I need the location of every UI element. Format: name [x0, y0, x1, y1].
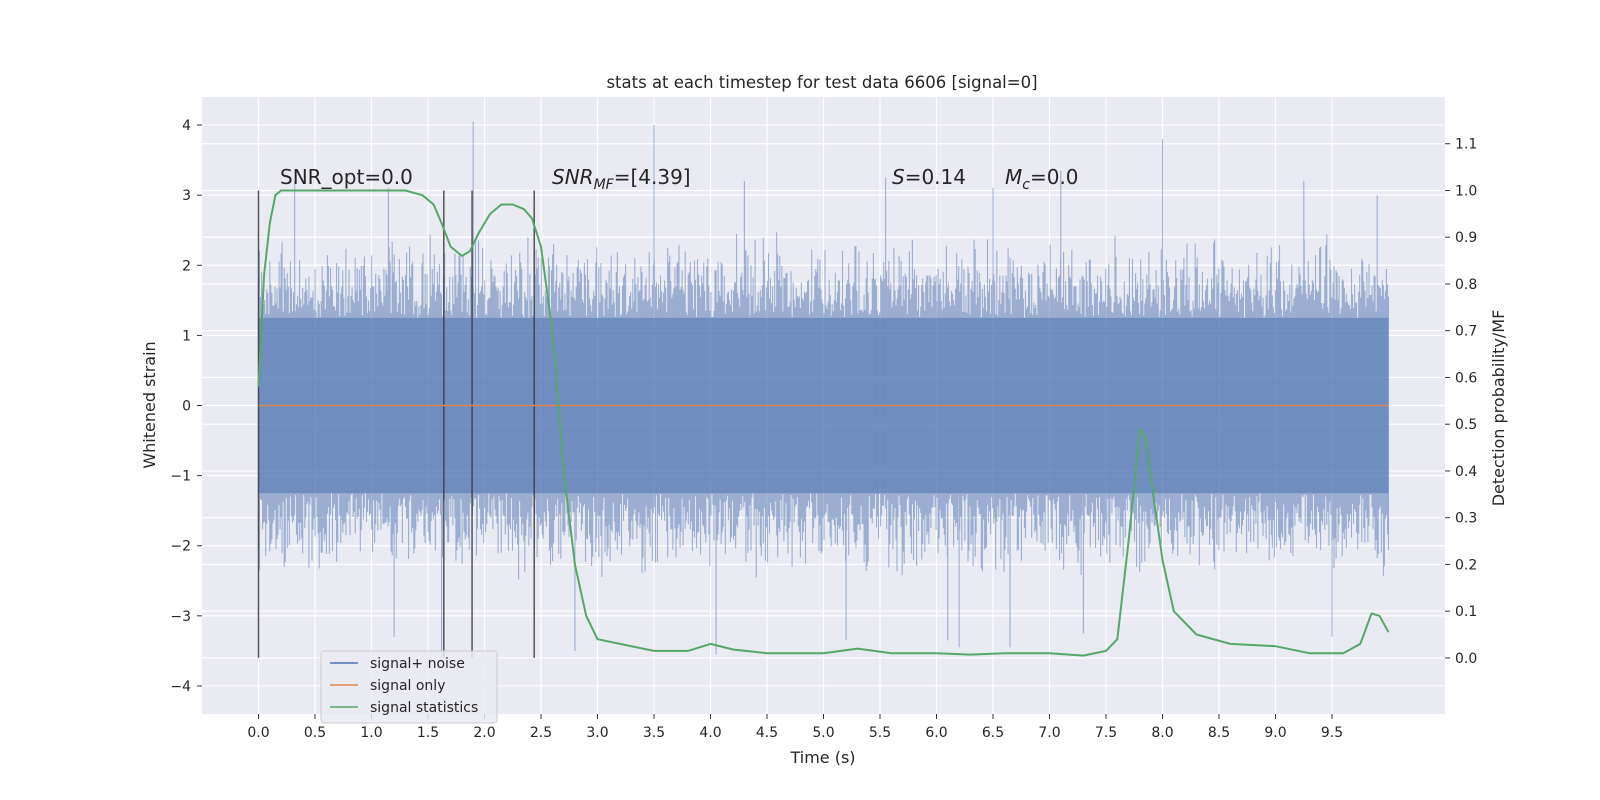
- y2-tick-label: 0.1: [1455, 604, 1477, 620]
- annotation-snr-mf-main: SNR: [552, 165, 594, 189]
- x-tick-label: 8.0: [1151, 725, 1173, 741]
- y2-tick-label: 0.9: [1455, 230, 1477, 246]
- annotation-snr-mf-sub: MF: [594, 177, 615, 193]
- annotation-mc-var: M: [1005, 165, 1022, 189]
- x-tick-label: 1.0: [360, 725, 382, 741]
- x-tick-label: 3.5: [643, 725, 665, 741]
- y2-tick-label: 0.0: [1455, 651, 1477, 667]
- annotation-mc: Mc=0.0: [1005, 165, 1079, 193]
- y-tick-label: 1: [182, 328, 191, 344]
- x-tick-label: 8.5: [1208, 725, 1230, 741]
- legend-label-signal-only: signal only: [370, 678, 445, 694]
- series-signal-statistics: [257, 189, 1390, 657]
- x-tick-label: 2.0: [473, 725, 495, 741]
- y2-tick-label: 0.4: [1455, 464, 1477, 480]
- legend: signal+ noise signal only signal statist…: [320, 650, 498, 724]
- y-tick-label: −1: [170, 469, 191, 485]
- annotation-snr-mf: SNRMF=[4.39]: [552, 165, 691, 193]
- chart-title: stats at each timestep for test data 660…: [606, 73, 1037, 92]
- x-tick-label: 4.0: [699, 725, 721, 741]
- y2-tick-label: 0.5: [1455, 417, 1477, 433]
- x-tick-label: 9.5: [1321, 725, 1343, 741]
- x-tick-label: 0.5: [304, 725, 326, 741]
- y2-tick-label: 1.0: [1455, 183, 1477, 199]
- x-axis-label: Time (s): [789, 748, 855, 767]
- x-tick-label: 1.5: [417, 725, 439, 741]
- y-tick-label: 2: [182, 258, 191, 274]
- x-tick-label: 0.0: [247, 725, 269, 741]
- y-tick-label: −4: [170, 679, 191, 695]
- x-tick-label: 3.0: [586, 725, 608, 741]
- annotation-s-var: S: [892, 165, 905, 189]
- y2-tick-labels: 1.1 1.0 0.9 0.8 0.7 0.6 0.5 0.4 0.3 0.2 0.1 0.0: [1445, 137, 1477, 667]
- x-tick-label: 7.0: [1038, 725, 1060, 741]
- annotation-mc-value: =0.0: [1030, 165, 1079, 189]
- y-tick-label: −3: [170, 609, 191, 625]
- y2-tick-label: 0.2: [1455, 557, 1477, 573]
- y-tick-label: 3: [182, 188, 191, 204]
- x-tick-labels: 0.0 0.5 1.0 1.5 2.0 2.5 3.0 3.5 4.0 4.5 5.0 5.5 6.0 6…: [247, 714, 1343, 741]
- legend-box: [320, 650, 498, 724]
- annotation-s: S=0.14: [892, 165, 966, 189]
- y-tick-label: 4: [182, 118, 191, 134]
- annotation-snr-opt: SNR_opt=0.0: [280, 165, 413, 189]
- x-tick-label: 5.5: [869, 725, 891, 741]
- x-tick-label: 4.5: [756, 725, 778, 741]
- y2-tick-label: 1.1: [1455, 137, 1477, 153]
- signal-statistics-line: [257, 189, 1390, 657]
- y2-axis-label: Detection probability/MF: [1489, 310, 1508, 507]
- y-tick-labels: 4 3 2 1 0 −1 −2 −3 −4: [170, 118, 202, 695]
- y-tick-label: 0: [182, 399, 191, 415]
- legend-label-signal-noise: signal+ noise: [370, 656, 465, 672]
- annotation-mc-sub: c: [1022, 177, 1030, 193]
- x-tick-label: 9.0: [1264, 725, 1286, 741]
- legend-label-signal-statistics: signal statistics: [370, 700, 478, 716]
- x-tick-label: 6.0: [925, 725, 947, 741]
- y2-tick-label: 0.3: [1455, 511, 1477, 527]
- y2-tick-label: 0.8: [1455, 277, 1477, 293]
- vertical-markers: [257, 190, 535, 658]
- annotation-s-value: =0.14: [905, 165, 966, 189]
- annotation-snr-mf-value: =[4.39]: [614, 165, 691, 189]
- x-tick-label: 2.5: [530, 725, 552, 741]
- y-tick-label: −2: [170, 539, 191, 555]
- x-tick-label: 6.5: [982, 725, 1004, 741]
- y2-tick-label: 0.7: [1455, 324, 1477, 340]
- x-tick-label: 5.0: [812, 725, 834, 741]
- y2-tick-label: 0.6: [1455, 370, 1477, 386]
- y-axis-label: Whitened strain: [140, 341, 159, 468]
- x-tick-label: 7.5: [1095, 725, 1117, 741]
